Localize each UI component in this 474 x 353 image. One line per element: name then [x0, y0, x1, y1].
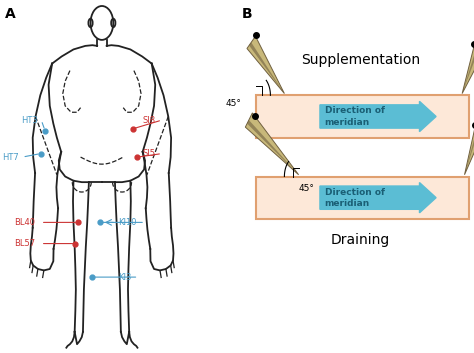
Text: HT7: HT7 — [2, 152, 19, 162]
Text: BL57: BL57 — [14, 239, 36, 248]
Text: SI8: SI8 — [142, 115, 155, 125]
Polygon shape — [249, 42, 284, 94]
Polygon shape — [247, 36, 284, 94]
Polygon shape — [465, 128, 474, 175]
FancyArrow shape — [320, 101, 436, 132]
Text: A: A — [5, 7, 16, 21]
Text: Draining: Draining — [331, 233, 390, 247]
FancyArrow shape — [320, 183, 436, 213]
Text: BL40: BL40 — [14, 218, 35, 227]
Text: KI3: KI3 — [118, 273, 132, 282]
Polygon shape — [246, 113, 299, 175]
Polygon shape — [462, 48, 474, 94]
Text: SI5: SI5 — [142, 149, 155, 158]
Text: KI10: KI10 — [118, 218, 137, 227]
Polygon shape — [247, 120, 299, 175]
Text: 45°: 45° — [299, 184, 314, 192]
Text: B: B — [242, 7, 252, 21]
Polygon shape — [462, 46, 474, 94]
Bar — [256, 95, 469, 138]
Text: Direction of
meridian: Direction of meridian — [325, 107, 385, 126]
Text: HT3: HT3 — [21, 115, 38, 125]
Polygon shape — [465, 129, 474, 175]
Text: Supplementation: Supplementation — [301, 53, 420, 67]
Text: Direction of
meridian: Direction of meridian — [325, 188, 385, 208]
Text: 45°: 45° — [226, 99, 242, 108]
Bar — [256, 176, 469, 219]
